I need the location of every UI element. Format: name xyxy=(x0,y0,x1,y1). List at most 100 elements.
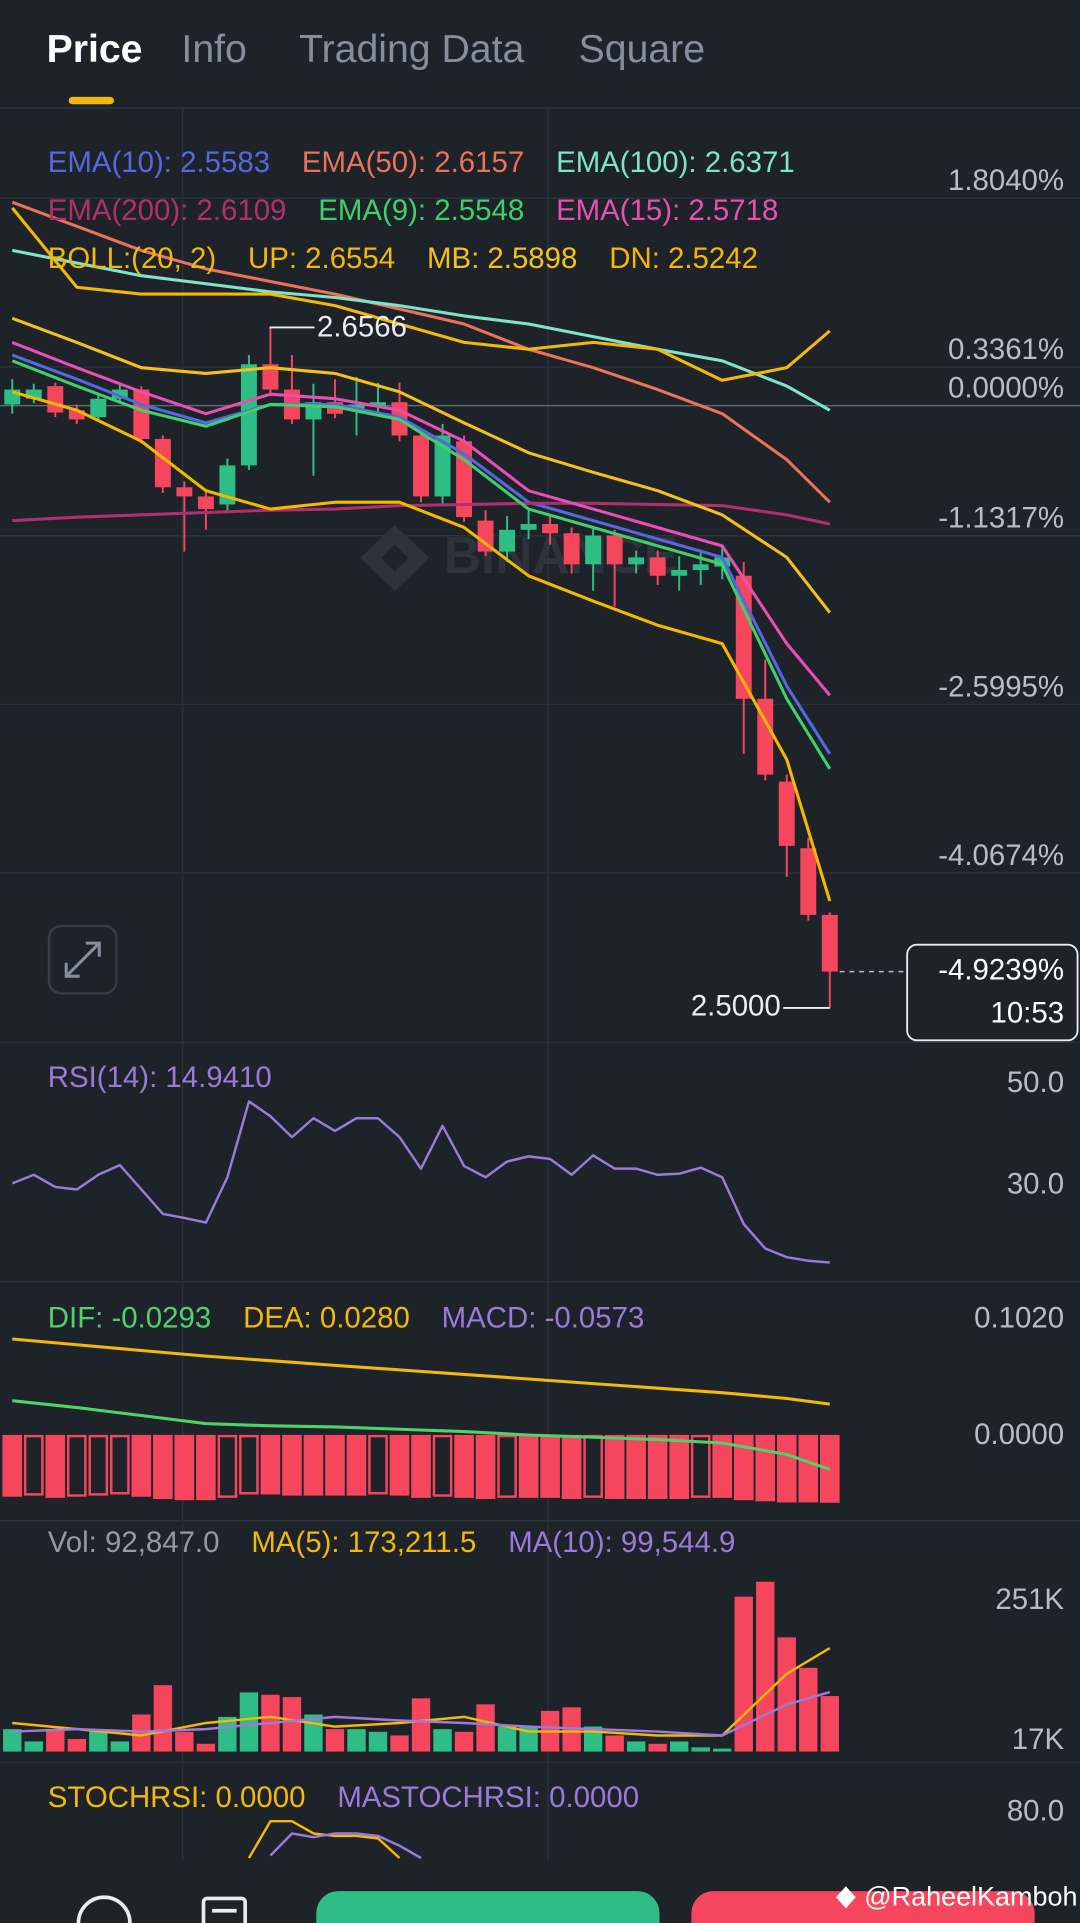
y-tick-label: 1.8040% xyxy=(948,164,1064,197)
y-tick-label: -4.0674% xyxy=(938,839,1064,872)
volume-bar xyxy=(89,1729,108,1752)
line xyxy=(269,1832,422,1860)
volume-bar xyxy=(390,1735,409,1752)
candle-body xyxy=(456,441,473,518)
volume-bar xyxy=(282,1697,302,1752)
tab[interactable]: Trading Data xyxy=(299,27,524,71)
macd-bar xyxy=(2,1434,23,1497)
candle-body xyxy=(47,386,64,413)
line xyxy=(12,1690,831,1737)
line xyxy=(12,1399,831,1472)
y-tick-label: 50.0 xyxy=(1007,1066,1064,1099)
tab[interactable]: Square xyxy=(579,27,705,71)
candle-body xyxy=(154,438,171,488)
macd-bar xyxy=(260,1434,281,1495)
macd-bar xyxy=(712,1434,733,1498)
line xyxy=(12,501,831,526)
macd-bar xyxy=(432,1434,453,1497)
panel: 2.6566 2.5000 xyxy=(0,197,1080,1023)
macd-bar xyxy=(518,1434,539,1498)
tab[interactable]: Info xyxy=(181,27,246,71)
macd-bar xyxy=(45,1434,66,1498)
icon[interactable] xyxy=(201,1896,248,1923)
candle-body xyxy=(800,848,817,915)
legend-label: EMA(10): 2.5583 xyxy=(48,146,270,179)
expand-button[interactable] xyxy=(47,924,118,995)
icon[interactable] xyxy=(76,1895,132,1923)
macd-bar xyxy=(776,1434,797,1503)
sell-button[interactable] xyxy=(691,1891,1035,1923)
y-tick-label: 0.0000% xyxy=(948,371,1064,404)
candle-body xyxy=(197,496,214,510)
legend-label: DEA: 0.0280 xyxy=(243,1301,410,1334)
candle-body xyxy=(520,524,537,530)
candle-body xyxy=(499,529,516,552)
volume-bar xyxy=(411,1698,431,1752)
candle-body xyxy=(778,781,795,846)
y-tick-label: 30.0 xyxy=(1007,1168,1064,1201)
legend-label: EMA(50): 2.6157 xyxy=(302,146,524,179)
candle-body xyxy=(606,535,623,565)
volume-bar xyxy=(368,1731,388,1752)
last-price-box xyxy=(906,943,1079,1042)
bottom-bar: @RaheelKamboh xyxy=(0,1860,1080,1923)
volume-bar xyxy=(196,1743,216,1752)
low-marker: 2.5000 xyxy=(691,990,781,1023)
candle-body xyxy=(714,557,731,567)
macd-bar xyxy=(88,1434,109,1496)
volume-bar xyxy=(777,1637,796,1752)
candle-body xyxy=(477,520,494,552)
volume-bar xyxy=(820,1696,839,1752)
volume-bar xyxy=(239,1692,259,1752)
volume-bar xyxy=(347,1729,366,1752)
buy-button[interactable] xyxy=(316,1891,660,1923)
macd-bar xyxy=(239,1434,259,1495)
candle-body xyxy=(413,435,429,497)
macd-bar xyxy=(217,1434,238,1498)
legend-label: EMA(9): 2.5548 xyxy=(318,194,524,227)
axis-labels: 1.8040% 0.3361% 0.0000% -1.1317% -2.5995% -4.… xyxy=(938,164,1064,1827)
volume-bar xyxy=(605,1735,624,1752)
candle-body xyxy=(4,389,21,405)
macd-bar xyxy=(153,1434,173,1500)
volume-bar xyxy=(713,1748,732,1752)
countdown: 10:53 xyxy=(990,996,1064,1029)
y-tick-label: 80.0 xyxy=(1007,1794,1064,1827)
volume-bar xyxy=(756,1581,775,1752)
line xyxy=(11,340,831,697)
line xyxy=(11,1100,830,1264)
line xyxy=(11,206,831,382)
macd-bar xyxy=(411,1434,431,1498)
candle-body xyxy=(90,398,107,418)
tab[interactable]: Price xyxy=(47,27,143,71)
macd-bar xyxy=(66,1434,87,1497)
volume-bar xyxy=(476,1704,495,1752)
volume-bar xyxy=(497,1726,517,1752)
candle-body xyxy=(176,487,193,497)
candle-body xyxy=(240,364,257,466)
volume-bar xyxy=(67,1739,86,1752)
macd-bar xyxy=(626,1434,646,1500)
legend-label: EMA(200): 2.6109 xyxy=(48,194,287,227)
line xyxy=(11,353,832,755)
legend-label: RSI(14): 14.9410 xyxy=(48,1061,272,1094)
legend-label: DIF: -0.0293 xyxy=(48,1301,211,1334)
panel xyxy=(3,1581,839,1752)
volume-bar xyxy=(3,1729,22,1752)
volume-bar xyxy=(175,1731,194,1752)
y-tick-label: -1.1317% xyxy=(938,502,1064,535)
candle-body xyxy=(821,914,838,972)
panel xyxy=(247,1819,422,1860)
macd-bar xyxy=(561,1434,582,1500)
y-tick-label: 0.0000 xyxy=(974,1418,1064,1451)
candle-body xyxy=(585,535,602,565)
legend-label: MA(5): 173,211.5 xyxy=(251,1526,476,1559)
candle-body xyxy=(628,557,645,565)
candle-body xyxy=(434,435,451,497)
y-tick-label: 251K xyxy=(995,1583,1064,1616)
macd-bar xyxy=(755,1434,776,1502)
legend-label: EMA(100): 2.6371 xyxy=(556,146,795,179)
volume-bar xyxy=(46,1729,65,1752)
